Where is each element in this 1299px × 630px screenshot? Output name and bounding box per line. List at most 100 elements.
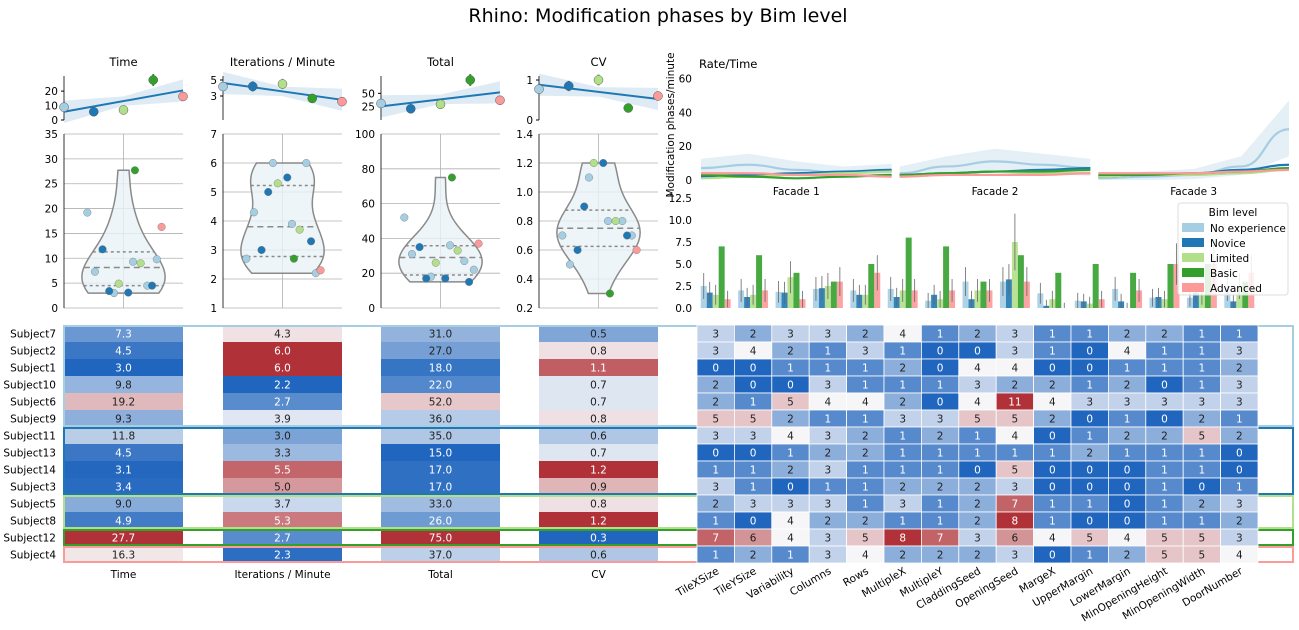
regression-line — [222, 81, 343, 101]
heat-cell-label: 15.0 — [429, 448, 452, 460]
heat-cell-label: 4 — [1049, 397, 1056, 409]
heat-cell — [64, 359, 183, 376]
heat-cell-label: 1 — [750, 397, 757, 409]
regression-line — [63, 89, 184, 113]
heat-cell-label: 0.8 — [590, 414, 607, 426]
subject-point — [605, 289, 614, 298]
heat-cell-label: 0 — [1124, 482, 1131, 494]
heat-cell — [223, 529, 342, 546]
heat-cell-label: 1 — [862, 465, 869, 477]
heat-cell-label: 4 — [1124, 346, 1131, 358]
heat-cell-label: 0 — [1049, 465, 1056, 477]
tick-label: 1.2 — [516, 158, 533, 170]
subject-point — [98, 245, 107, 254]
parameter-heatmap: 3 2 3 3 2 4 1 2 3 1 1 2 2 1 13 4 2 1 3 1 0 0 3 1 0 4 1 1 30 0 1 1 1 2 0 4 4 0… — [674, 324, 1259, 624]
heat-cell — [381, 461, 500, 478]
heat-cell-label: 0 — [1236, 465, 1243, 477]
heat-cell-label: 7 — [937, 533, 944, 545]
row-label: Subject14 — [3, 465, 56, 477]
rate-time-chart: Rate/Time Modification phases/minute 0 20 40… — [665, 52, 1290, 198]
heat-cell — [381, 342, 500, 359]
heat-cell — [64, 478, 183, 495]
subject-point — [307, 237, 316, 246]
panel-title: Time — [108, 55, 137, 69]
heat-cell-label: 11.8 — [112, 431, 135, 443]
tick-label: 20 — [45, 204, 58, 216]
tick-label: 40 — [679, 107, 692, 119]
tick-label: 50 — [362, 88, 375, 100]
heat-cell-label: 2 — [1161, 329, 1168, 341]
heat-cell-label: 37.0 — [429, 550, 452, 562]
heat-cell-label: 5 — [1012, 414, 1019, 426]
heat-cell-label: 0 — [1161, 414, 1168, 426]
heat-cell — [64, 529, 183, 546]
heat-cell — [539, 546, 658, 563]
heat-cell-label: 1 — [899, 465, 906, 477]
mean-point — [465, 75, 475, 85]
tick-label: 4 — [210, 216, 217, 228]
heat-cell-label: 0 — [750, 516, 757, 528]
heat-cell — [64, 495, 183, 512]
heat-cell — [381, 376, 500, 393]
subject-point — [469, 265, 478, 274]
heat-cell-label: 1 — [1199, 465, 1206, 477]
tick-label: 0 — [51, 303, 58, 315]
heat-cell-label: 1 — [974, 431, 981, 443]
heat-cell-label: 1 — [750, 482, 757, 494]
heat-cell-label: 4.5 — [115, 448, 132, 460]
bar — [1011, 242, 1018, 308]
heat-cell-label: 3 — [1236, 499, 1243, 511]
mean-point — [376, 98, 386, 109]
series-line — [899, 160, 1091, 175]
mean-point — [218, 81, 228, 92]
heat-cell-label: 1 — [787, 448, 794, 460]
subject-point — [565, 260, 574, 269]
subject-point — [465, 277, 474, 286]
heat-cell — [223, 512, 342, 529]
bar — [943, 246, 950, 308]
subject-point — [441, 274, 450, 283]
heat-cell-label: 1 — [787, 363, 794, 375]
group-outline — [63, 325, 1294, 427]
heat-cell-label: 0.7 — [590, 380, 607, 392]
heat-cell-label: 4 — [787, 431, 794, 443]
subject-point — [447, 173, 456, 182]
heat-cell-label: 0 — [750, 448, 757, 460]
heat-cell-label: 1 — [1199, 363, 1206, 375]
heat-cell — [223, 427, 342, 444]
heat-cell-label: 0.9 — [590, 482, 607, 494]
heat-cell — [223, 461, 342, 478]
heat-cell — [539, 461, 658, 478]
heat-cell-label: 1 — [825, 363, 832, 375]
heat-cell-label: 0.3 — [590, 533, 607, 545]
heat-cell-label: 1 — [1161, 482, 1168, 494]
bar — [1130, 272, 1137, 308]
series-line — [1098, 168, 1290, 175]
group-outline — [63, 427, 1294, 495]
heat-cell-label: 2 — [1236, 516, 1243, 528]
tick-label: 80 — [362, 164, 375, 176]
heat-cell-label: 2 — [899, 550, 906, 562]
heat-cell-label: 2 — [712, 499, 719, 511]
heat-cell-label: 3 — [825, 499, 832, 511]
heat-cell-label: 2.7 — [274, 397, 291, 409]
heat-cell-label: 3 — [1236, 380, 1243, 392]
heat-cell-label: 0 — [712, 448, 719, 460]
heat-cell — [539, 529, 658, 546]
tick-label: 1.0 — [516, 187, 533, 199]
subject-point — [415, 243, 424, 252]
heat-cell — [381, 359, 500, 376]
heat-cell-label: 2 — [1161, 431, 1168, 443]
heat-cell-label: 3 — [712, 482, 719, 494]
heat-cell-label: 1 — [712, 550, 719, 562]
tick-label: 1 — [526, 75, 533, 87]
tick-label: 0 — [526, 115, 533, 127]
mean-point — [148, 75, 158, 85]
heat-cell-label: 3 — [899, 414, 906, 426]
heat-cell-label: 0 — [787, 482, 794, 494]
tick-label: 2 — [210, 274, 217, 286]
mean-point — [277, 79, 288, 89]
heat-cell-label: 2 — [974, 550, 981, 562]
heat-cell-label: 2.2 — [274, 380, 291, 392]
